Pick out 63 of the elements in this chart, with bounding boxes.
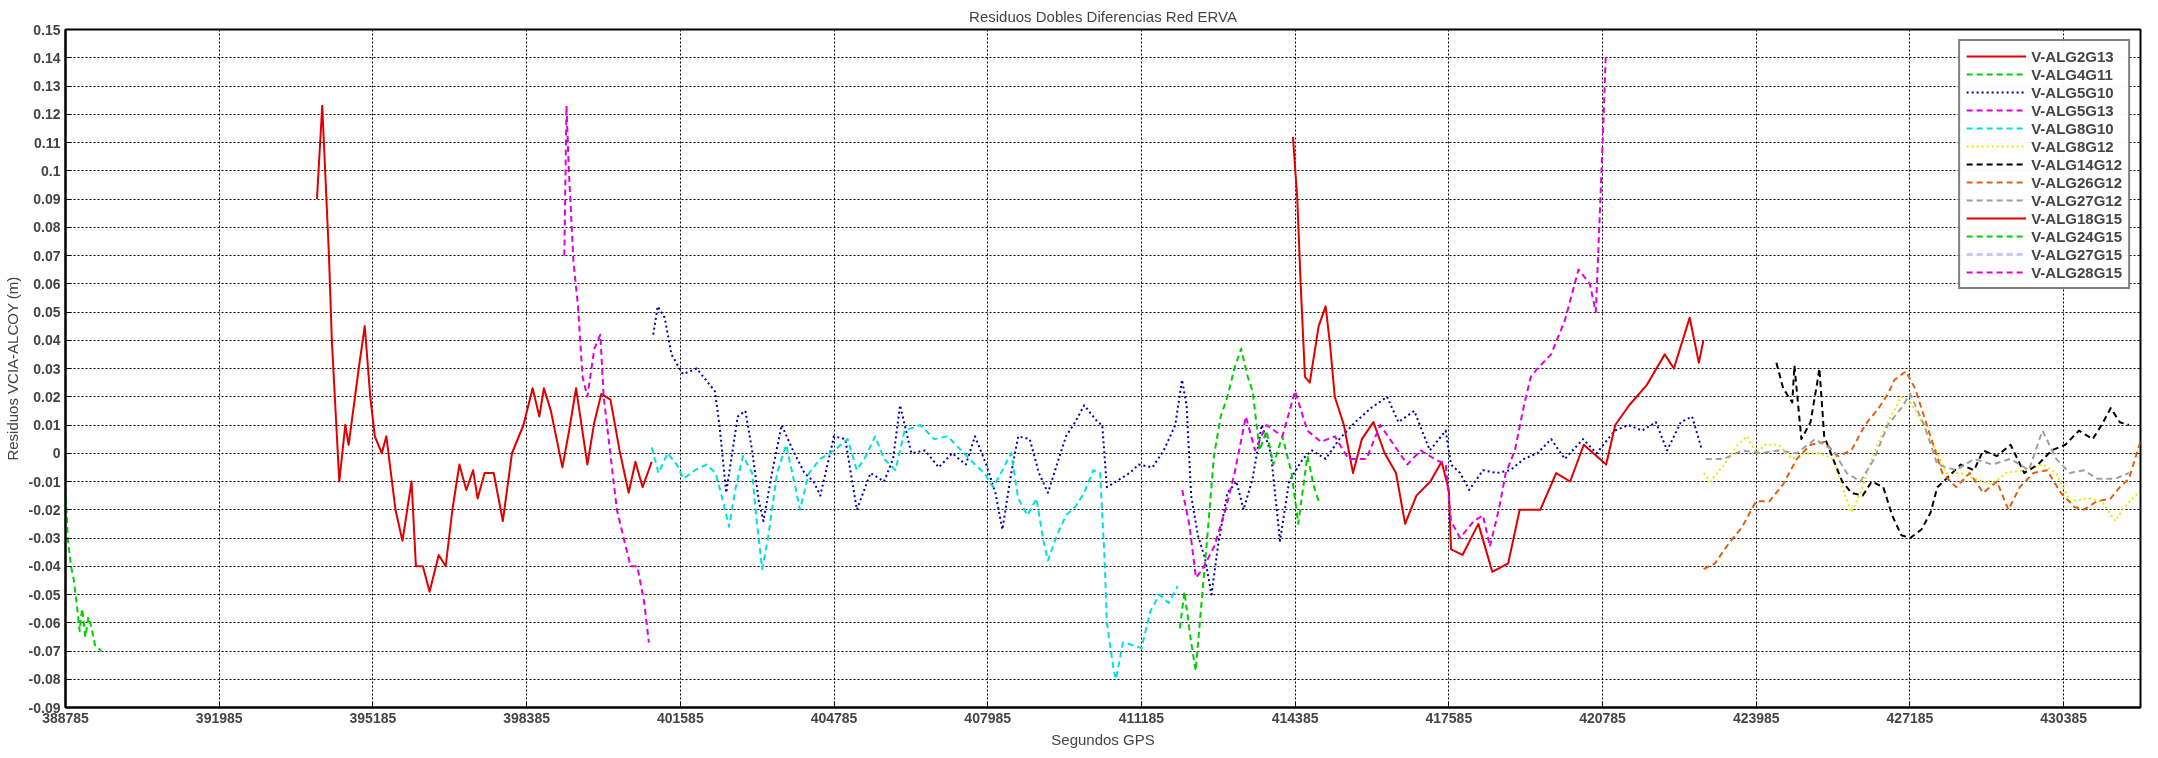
y-tick-label: 0.07 [33,247,61,264]
y-tick-label: 0.12 [33,106,61,123]
y-tick-label: 0.13 [33,78,61,94]
y-axis-title: Residuos VCIA-ALCOY (m) [3,276,21,461]
legend-label: V-ALG5G10 [2031,83,2114,101]
y-tick-label: 0.08 [33,219,61,236]
x-tick-label: 427185 [1886,709,1934,726]
legend-label: V-ALG2G13 [2031,47,2114,65]
x-tick-label: 414385 [1271,709,1319,726]
y-tick-label: 0.05 [33,304,61,320]
x-tick-label: 420785 [1579,709,1627,726]
line-series [1704,392,2130,483]
legend-label: V-ALG28G15 [2031,263,2122,281]
y-tick-label: -0.03 [28,530,61,546]
legend-label: V-ALG5G13 [2031,101,2114,119]
legend-label: V-ALG18G15 [2031,209,2122,227]
y-tick-label: -0.07 [28,643,61,659]
x-tick-label: 404785 [810,709,858,726]
x-tick-label: 407985 [964,709,1012,726]
x-tick-label: 430385 [2040,709,2088,726]
y-tick-label: 0.15 [33,21,61,38]
legend-label: V-ALG27G15 [2031,245,2122,263]
line-series [563,104,650,644]
x-tick-label: 417585 [1425,709,1473,726]
legend-label: V-ALG26G12 [2031,173,2122,191]
legend-label: V-ALG27G12 [2031,191,2122,209]
legend-label: V-ALG14G12 [2031,155,2122,173]
x-tick-label: 423985 [1732,709,1780,726]
line-series [1702,370,2141,571]
y-tick-label: -0.08 [28,671,61,688]
y-tick-label: 0.14 [33,49,61,66]
legend-label: V-ALG8G12 [2031,137,2114,155]
legend-label: V-ALG4G11 [2031,65,2113,83]
line-series [1291,135,1705,573]
y-tick-label: 0.09 [33,191,61,207]
y-tick-label: -0.02 [28,501,61,518]
line-series [1181,56,1607,579]
x-axis-title: Segundos GPS [1051,730,1155,748]
x-tick-label: 411185 [1118,709,1165,726]
x-tick-label: 395185 [349,709,397,726]
y-tick-label: 0.06 [33,275,61,292]
legend-label: V-ALG8G10 [2031,119,2114,137]
line-series [650,424,1179,681]
y-tick-label: -0.05 [28,586,61,603]
y-tick-label: 0.11 [34,134,61,151]
y-tick-label: 0.04 [33,332,61,349]
y-tick-label: 0.1 [41,162,61,179]
chart-title: Residuos Dobles Diferencias Red ERVA [969,7,1237,25]
y-tick-label: -0.01 [28,473,61,490]
line-series [315,104,653,593]
line-series [1178,347,1320,672]
legend-label: V-ALG24G15 [2031,227,2122,245]
x-tick-label: 398385 [503,709,551,726]
y-tick-label: 0 [52,445,61,462]
x-tick-label: 401585 [656,709,704,726]
x-tick-label: 391985 [195,709,243,726]
line-series [1702,395,2140,523]
y-tick-label: 0.03 [33,360,61,377]
y-tick-label: -0.06 [28,614,61,631]
line-series [652,305,1703,596]
y-tick-label: -0.04 [28,558,61,575]
y-tick-label: 0.01 [33,417,61,433]
y-tick-label: 0.02 [33,388,61,405]
